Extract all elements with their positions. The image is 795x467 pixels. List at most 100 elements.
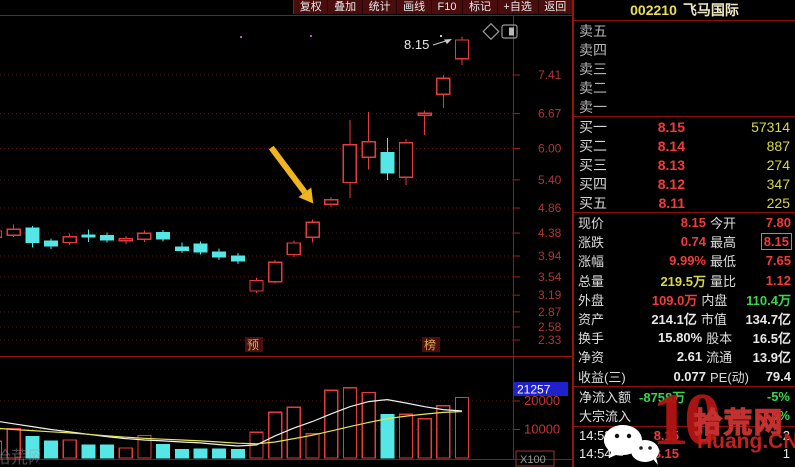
- tick-price: 8.15: [653, 446, 679, 462]
- stat-label: 内盘: [701, 292, 728, 308]
- stat-row: 净资 2.61 流通 13.9亿: [574, 347, 795, 366]
- add-favorite-button[interactable]: +自选: [497, 0, 538, 14]
- tick-time: 14:54: [579, 446, 612, 462]
- buy-level-row[interactable]: 买四 8.12 347: [574, 174, 795, 193]
- mark-button[interactable]: 标记: [463, 0, 497, 14]
- stat-label: 市值: [700, 312, 727, 328]
- annotation-dot: [440, 35, 442, 37]
- stat-label: 总量: [578, 273, 605, 289]
- overlay-button[interactable]: 叠加: [328, 0, 362, 14]
- quote-panel: 002210 飞马国际 卖五 卖四 卖三 卖二 卖一 买一 8.15 57314 买二 8.14 8…: [572, 0, 795, 467]
- stats-grid: 现价 8.15 今开 7.80 涨跌 0.74 最高 8.15 涨幅 9.99% 最低 7.65 总量 2…: [574, 213, 795, 387]
- diamond-icon[interactable]: [482, 22, 500, 41]
- stat-label: 流通: [706, 350, 733, 366]
- stat-value: 8.15: [680, 215, 706, 231]
- alert-marker-bg: [245, 337, 263, 352]
- stat-row: 涨幅 9.99% 最低 7.65: [574, 251, 795, 270]
- stock-code: 002210: [630, 2, 677, 18]
- buy-level-volume: 57314: [751, 118, 790, 135]
- buy-level-volume: 347: [766, 175, 790, 192]
- price-tick-label: 3.19: [538, 288, 562, 302]
- back-button[interactable]: 返回: [538, 0, 573, 14]
- stat-value: 0.74: [680, 234, 706, 250]
- rank-marker[interactable]: 榜: [424, 337, 436, 352]
- buy-level-price: 8.15: [657, 118, 685, 135]
- stat-row: 总量 219.5万 量比 1.12: [574, 271, 795, 290]
- tick-volume: 2: [782, 428, 790, 444]
- stat-value: 1.12: [758, 273, 791, 288]
- buy-level-row[interactable]: 买五 8.11 225: [574, 193, 795, 212]
- sell-level-label: 卖四: [579, 41, 607, 58]
- stat-value-inner: 16.5亿: [752, 331, 791, 347]
- stat-value: 109.0万: [651, 292, 698, 308]
- panel-toggle-icon[interactable]: [501, 24, 518, 39]
- stat-value: 7.80: [758, 215, 791, 230]
- flow-value: -8758万: [639, 389, 686, 405]
- stat-value-inner: 13.9亿: [752, 350, 791, 366]
- price-tick-label: 5.40: [538, 173, 562, 187]
- money-flow: 净流入额 -8758万 -5% 大宗流入 5%: [574, 387, 795, 427]
- buy-level-label: 买四: [579, 175, 607, 192]
- stat-value: 79.4: [758, 369, 791, 384]
- stat-label: 资产: [578, 312, 605, 328]
- tick-volume: 1: [782, 446, 790, 462]
- volume-bars: [0, 386, 470, 459]
- stat-row: 收益(三) 0.077 PE(动) 79.4: [574, 367, 795, 386]
- buy-level-row[interactable]: 买三 8.13 274: [574, 155, 795, 174]
- buy-level-label: 买三: [579, 156, 607, 173]
- stat-label: 量比: [710, 273, 737, 289]
- stat-value: 15.80%: [658, 330, 703, 346]
- sell-level-row[interactable]: 卖四: [574, 40, 795, 59]
- sell-level-label: 卖五: [579, 22, 607, 39]
- price-gridlines: 7.41 6.67 6.00 5.40 4.86 4.38 3.94 3.54 3.19 2.87…: [0, 68, 562, 347]
- stats-button[interactable]: 统计: [362, 0, 397, 14]
- stat-value: 0.077: [673, 368, 706, 384]
- buy-queue: 买一 8.15 57314 买二 8.14 887 买三 8.13 274 买四 8.12 347 买五…: [574, 117, 795, 213]
- sell-level-row[interactable]: 卖五: [574, 21, 795, 40]
- panel-toggle-icon-fill: [509, 27, 514, 36]
- rank-marker-bg: [422, 337, 440, 352]
- buy-level-price: 8.11: [658, 194, 685, 211]
- volume-tick-label: 10000: [524, 422, 560, 437]
- stat-value: 16.5亿: [753, 328, 791, 347]
- stat-label: 涨幅: [578, 254, 605, 270]
- buy-level-label: 买二: [579, 137, 607, 154]
- stat-value: 214.1亿: [651, 312, 697, 328]
- volume-unit-label: X100: [520, 454, 546, 466]
- adjust-button[interactable]: 复权: [294, 0, 328, 14]
- stat-row: 换手 15.80% 股本 16.5亿: [574, 328, 795, 347]
- stat-value-inner: 7.65: [765, 253, 791, 269]
- stat-value-inner: 8.15: [760, 233, 793, 251]
- sell-level-row[interactable]: 卖二: [574, 78, 795, 97]
- volume-ma5-line: [0, 398, 463, 447]
- event-dot: [240, 36, 242, 38]
- price-tick-label: 7.41: [538, 68, 562, 82]
- stat-row: 涨跌 0.74 最高 8.15: [574, 232, 795, 251]
- stat-label: 收益(三): [578, 369, 626, 385]
- candlestick-chart[interactable]: 7.41 6.67 6.00 5.40 4.86 4.38 3.94 3.54 3.19 2.87…: [0, 15, 572, 467]
- stat-value: 8.15: [758, 233, 793, 251]
- alert-marker[interactable]: 预: [247, 338, 259, 352]
- f10-button[interactable]: F10: [431, 0, 463, 14]
- current-volume-badge: [514, 382, 568, 396]
- sell-level-row[interactable]: 卖三: [574, 59, 795, 78]
- sell-level-row[interactable]: 卖一: [574, 97, 795, 116]
- stat-label: 最高: [710, 235, 737, 251]
- toolbar: 复权 叠加 统计 画线 F10 标记 +自选 返回: [293, 0, 573, 14]
- stat-label: PE(动): [710, 369, 750, 385]
- annotation-arrow: [268, 145, 308, 195]
- price-tick-label: 2.58: [538, 320, 562, 334]
- buy-level-price: 8.13: [657, 156, 685, 173]
- sell-level-label: 卖一: [579, 98, 607, 115]
- price-tick-label: 3.54: [538, 270, 562, 284]
- tick-time: 14:53: [579, 428, 612, 444]
- buy-level-price: 8.12: [657, 175, 685, 192]
- buy-level-row[interactable]: 买二 8.14 887: [574, 136, 795, 155]
- buy-level-row[interactable]: 买一 8.15 57314: [574, 117, 795, 136]
- draw-line-button[interactable]: 画线: [397, 0, 431, 14]
- stat-value: 9.99%: [669, 253, 706, 269]
- tick-list[interactable]: 14:53 8.15 2 14:54 8.15 1: [574, 427, 795, 463]
- stock-name: 飞马国际: [682, 2, 739, 18]
- price-tick-label: 3.94: [538, 249, 562, 263]
